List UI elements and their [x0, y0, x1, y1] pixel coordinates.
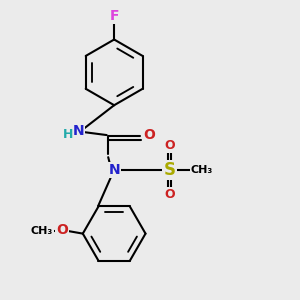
Text: H: H [63, 128, 74, 141]
Text: CH₃: CH₃ [31, 226, 53, 236]
Text: S: S [164, 161, 175, 179]
Text: O: O [56, 223, 68, 237]
Text: CH₃: CH₃ [191, 165, 213, 175]
Text: N: N [108, 163, 120, 177]
Text: O: O [164, 139, 175, 152]
Text: N: N [73, 124, 84, 139]
Text: O: O [143, 128, 155, 142]
Text: F: F [110, 9, 119, 23]
Text: O: O [164, 188, 175, 201]
